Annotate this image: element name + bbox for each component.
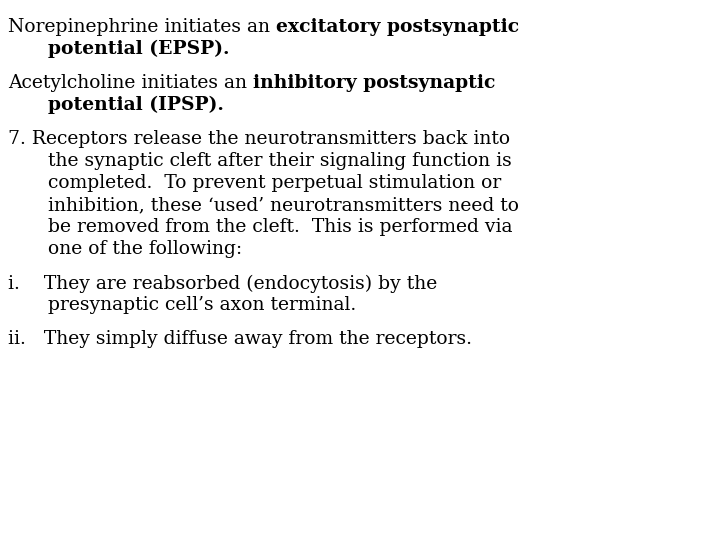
Text: excitatory postsynaptic: excitatory postsynaptic — [276, 18, 519, 36]
Text: be removed from the cleft.  This is performed via: be removed from the cleft. This is perfo… — [48, 218, 513, 236]
Text: inhibitory postsynaptic: inhibitory postsynaptic — [253, 74, 495, 92]
Text: Acetylcholine initiates an: Acetylcholine initiates an — [8, 74, 253, 92]
Text: presynaptic cell’s axon terminal.: presynaptic cell’s axon terminal. — [48, 296, 356, 314]
Text: inhibition, these ‘used’ neurotransmitters need to: inhibition, these ‘used’ neurotransmitte… — [48, 196, 519, 214]
Text: ii.   They simply diffuse away from the receptors.: ii. They simply diffuse away from the re… — [8, 330, 472, 348]
Text: completed.  To prevent perpetual stimulation or: completed. To prevent perpetual stimulat… — [48, 174, 501, 192]
Text: i.    They are reabsorbed (endocytosis) by the: i. They are reabsorbed (endocytosis) by … — [8, 274, 437, 293]
Text: potential (IPSP).: potential (IPSP). — [48, 96, 224, 114]
Text: 7. Receptors release the neurotransmitters back into: 7. Receptors release the neurotransmitte… — [8, 130, 510, 148]
Text: Norepinephrine initiates an: Norepinephrine initiates an — [8, 18, 276, 36]
Text: potential (EPSP).: potential (EPSP). — [48, 40, 230, 58]
Text: one of the following:: one of the following: — [48, 240, 242, 258]
Text: the synaptic cleft after their signaling function is: the synaptic cleft after their signaling… — [48, 152, 512, 170]
